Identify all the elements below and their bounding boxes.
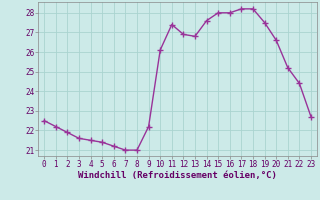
X-axis label: Windchill (Refroidissement éolien,°C): Windchill (Refroidissement éolien,°C) <box>78 171 277 180</box>
